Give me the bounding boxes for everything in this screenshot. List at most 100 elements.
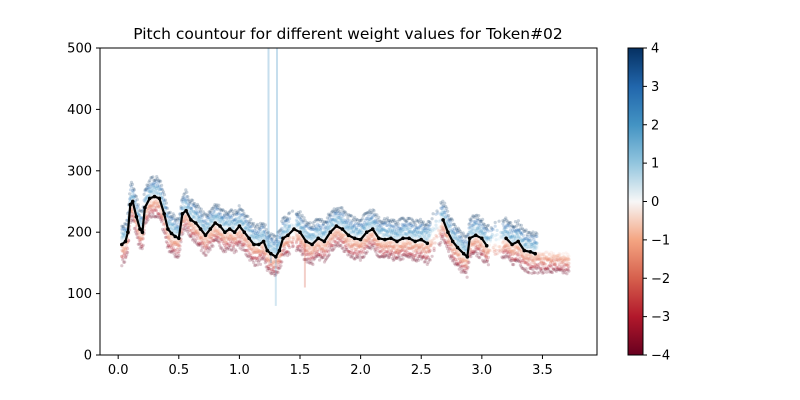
scatter-point — [399, 244, 403, 249]
scatter-point — [317, 253, 321, 257]
scatter-point — [564, 268, 568, 272]
scatter-point — [223, 243, 227, 247]
scatter-point — [236, 235, 240, 239]
scatter-point — [282, 248, 286, 252]
scatter-point — [381, 248, 385, 252]
scatter-point — [246, 214, 250, 219]
scatter-point — [533, 265, 537, 269]
scatter-point — [567, 258, 571, 262]
scatter-point — [567, 269, 571, 273]
scatter-point — [419, 257, 424, 261]
scatter-point — [202, 241, 206, 246]
scatter-point — [306, 243, 310, 247]
scatter-point — [261, 246, 265, 250]
scatter-point — [522, 255, 526, 259]
scatter-point — [217, 240, 221, 244]
scatter-point — [273, 261, 277, 265]
scatter-point — [530, 254, 534, 258]
scatter-point — [501, 256, 505, 260]
scatter-point — [189, 235, 193, 239]
scatter-point — [393, 255, 397, 259]
scatter-point — [563, 256, 567, 260]
scatter-point — [305, 249, 309, 253]
scatter-point — [370, 234, 374, 238]
scatter-point — [195, 229, 200, 233]
scatter-point — [282, 229, 286, 233]
scatter-point — [445, 244, 449, 248]
scatter-point — [273, 259, 277, 264]
scatter-point — [176, 251, 180, 255]
scatter-point — [227, 244, 232, 248]
scatter-point — [330, 237, 334, 241]
scatter-point — [353, 242, 358, 246]
scatter-point — [274, 270, 278, 274]
scatter-point — [284, 237, 288, 241]
scatter-point — [407, 252, 411, 257]
scatter-point — [128, 197, 132, 201]
scatter-point — [252, 250, 256, 254]
scatter-point — [317, 241, 321, 245]
scatter-point — [478, 245, 482, 249]
scatter-point — [406, 255, 410, 259]
scatter-point — [263, 261, 267, 265]
scatter-point — [400, 246, 404, 250]
scatter-point — [467, 226, 471, 230]
scatter-point — [486, 255, 490, 259]
scatter-point — [416, 257, 420, 261]
scatter-point — [217, 203, 221, 207]
scatter-point — [504, 242, 508, 246]
scatter-point — [479, 249, 483, 253]
scatter-point — [163, 235, 168, 239]
scatter-point — [551, 255, 556, 259]
scatter-point — [170, 235, 174, 239]
scatter-point — [341, 240, 345, 244]
scatter-point — [367, 237, 371, 241]
scatter-point — [200, 246, 204, 250]
scatter-point — [566, 267, 570, 271]
scatter-point — [559, 266, 563, 270]
scatter-point — [238, 230, 242, 234]
scatter-point — [281, 249, 285, 253]
scatter-point — [163, 232, 168, 236]
scatter-point — [379, 255, 383, 259]
scatter-point — [190, 234, 194, 238]
scatter-point — [210, 236, 214, 240]
scatter-point — [538, 270, 542, 274]
scatter-point — [314, 253, 318, 257]
scatter-point — [519, 265, 524, 269]
scatter-point — [387, 241, 392, 245]
scatter-point — [414, 243, 418, 248]
scatter-point — [469, 243, 473, 247]
scatter-point — [276, 258, 280, 262]
scatter-point — [513, 257, 517, 261]
scatter-point — [151, 204, 155, 208]
scatter-point — [161, 229, 166, 233]
scatter-point — [379, 250, 383, 254]
scatter-point — [227, 237, 232, 241]
scatter-point — [362, 238, 366, 242]
scatter-point — [235, 243, 239, 247]
scatter-point — [449, 242, 453, 247]
scatter-point — [494, 248, 498, 252]
scatter-point — [446, 240, 450, 244]
scatter-point — [369, 247, 373, 251]
scatter-point — [526, 263, 530, 267]
scatter-point — [337, 237, 341, 241]
scatter-point — [410, 254, 414, 258]
scatter-point — [337, 230, 341, 234]
scatter-point — [547, 253, 552, 257]
scatter-point — [517, 251, 522, 255]
scatter-point — [407, 255, 411, 259]
scatter-point — [280, 252, 284, 257]
scatter-point — [213, 234, 217, 238]
scatter-point — [172, 248, 176, 252]
scatter-point — [186, 217, 190, 221]
scatter-point — [350, 244, 354, 248]
scatter-point — [408, 241, 412, 245]
scatter-point — [530, 254, 534, 258]
scatter-point — [205, 242, 209, 246]
scatter-point — [425, 245, 429, 249]
scatter-point — [195, 231, 200, 235]
scatter-point — [290, 245, 295, 249]
scatter-point — [123, 246, 127, 250]
